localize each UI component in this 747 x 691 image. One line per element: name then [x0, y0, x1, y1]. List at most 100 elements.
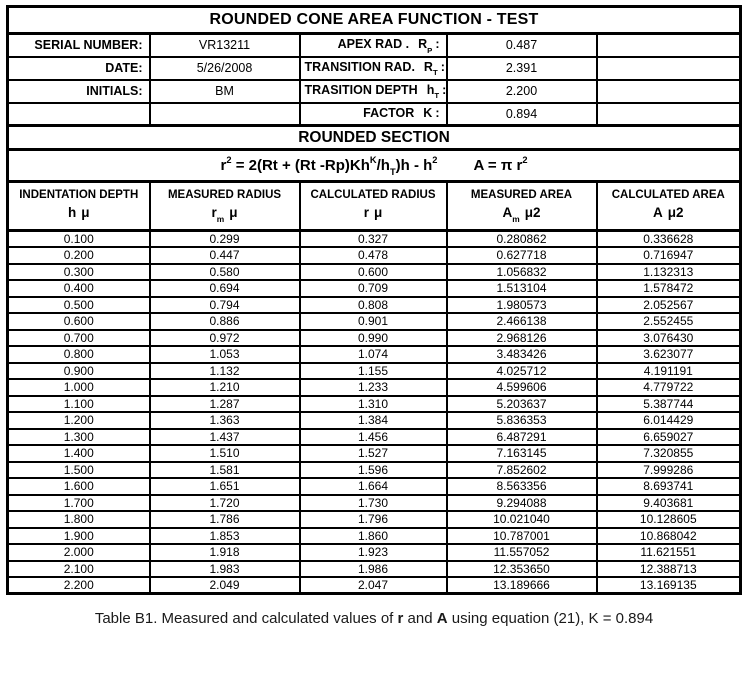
cell: 2.968126: [445, 328, 598, 347]
initials-label: INITIALS:: [6, 78, 151, 104]
cell: 1.500: [6, 460, 151, 479]
empty-cell: [595, 101, 742, 127]
cell: 9.294088: [445, 493, 598, 512]
table-row: 1.200 1.363 1.384 5.836353 6.014429: [6, 411, 742, 430]
cell: 1.986: [298, 559, 448, 578]
cell: 1.132313: [595, 262, 742, 281]
cell: 8.693741: [595, 477, 742, 496]
cell: 0.694: [148, 279, 301, 298]
table-row: 0.200 0.447 0.478 0.627718 0.716947: [6, 246, 742, 265]
cell: 1.132: [148, 361, 301, 380]
cell: 2.200: [6, 576, 151, 595]
factor-text: FACTOR: [363, 105, 415, 120]
table-caption: Table B1. Measured and calculated values…: [94, 610, 654, 627]
cell: 4.191191: [595, 361, 742, 380]
colon: :: [435, 105, 440, 120]
cell: 1.200: [6, 411, 151, 430]
cell: 1.983: [148, 559, 301, 578]
cell: 1.513104: [445, 279, 598, 298]
cell: 0.100: [6, 229, 151, 248]
cell: 2.000: [6, 543, 151, 562]
table-row: 1.100 1.287 1.310 5.203637 5.387744: [6, 394, 742, 413]
cell: 2.052567: [595, 295, 742, 314]
data-rows: 0.100 0.299 0.327 0.280862 0.336628 0.200 0.44…: [6, 229, 742, 595]
cell: 12.353650: [445, 559, 598, 578]
transition-depth-label: TRASITION DEPTH hT:: [298, 78, 448, 104]
cell: 1.853: [148, 526, 301, 545]
cell: 0.400: [6, 279, 151, 298]
info-row-date: DATE: 5/26/2008 TRANSITION RAD. RT: 2.391: [6, 55, 742, 81]
equation: r2 = 2(Rt + (Rt -Rp)KhK/hT)h - h2 A = π r…: [6, 148, 742, 183]
info-row-serial: SERIAL NUMBER: VR13211 APEX RAD . RP: 0.4…: [6, 32, 742, 58]
cell: 0.709: [298, 279, 448, 298]
table-row: 0.700 0.972 0.990 2.968126 3.076430: [6, 328, 742, 347]
cell: 6.659027: [595, 427, 742, 446]
cell: 0.327: [298, 229, 448, 248]
transition-depth-value: 2.200: [445, 78, 598, 104]
cell: 2.552455: [595, 312, 742, 331]
cell: 1.860: [298, 526, 448, 545]
cell: 7.163145: [445, 444, 598, 463]
table-row: 1.400 1.510 1.527 7.163145 7.320855: [6, 444, 742, 463]
cell: 4.599606: [445, 378, 598, 397]
colon: :: [442, 82, 447, 97]
table-row: 0.500 0.794 0.808 1.980573 2.052567: [6, 295, 742, 314]
col-header-measured-area: MEASURED AREA Am μ2: [445, 180, 598, 232]
transition-rad-symbol: RT: [423, 59, 438, 78]
table-row: 2.200 2.049 2.047 13.189666 13.169135: [6, 576, 742, 595]
cell: 4.025712: [445, 361, 598, 380]
cell: 0.280862: [445, 229, 598, 248]
cell: 2.047: [298, 576, 448, 595]
cell: 1.310: [298, 394, 448, 413]
cell: 1.210: [148, 378, 301, 397]
table-row: 0.900 1.132 1.155 4.025712 4.191191: [6, 361, 742, 380]
cell: 0.808: [298, 295, 448, 314]
cell: 5.836353: [445, 411, 598, 430]
cell: 7.999286: [595, 460, 742, 479]
table-row: 0.400 0.694 0.709 1.513104 1.578472: [6, 279, 742, 298]
cell: 10.128605: [595, 510, 742, 529]
cell: 1.233: [298, 378, 448, 397]
formula-row: r2 = 2(Rt + (Rt -Rp)KhK/hT)h - h2 A = π r…: [6, 148, 742, 183]
cell: 1.056832: [445, 262, 598, 281]
table-row: 2.000 1.918 1.923 11.557052 11.621551: [6, 543, 742, 562]
table-row: 0.800 1.053 1.074 3.483426 3.623077: [6, 345, 742, 364]
empty-cell: [595, 55, 742, 81]
cell: 0.600: [298, 262, 448, 281]
cell: 1.980573: [445, 295, 598, 314]
cell: 0.300: [6, 262, 151, 281]
cell: 13.189666: [445, 576, 598, 595]
col-header-measured-radius: MEASURED RADIUS rm μ: [148, 180, 301, 232]
cell: 1.527: [298, 444, 448, 463]
cell: 1.437: [148, 427, 301, 446]
cell: 12.388713: [595, 559, 742, 578]
cell: 8.563356: [445, 477, 598, 496]
cell: 0.580: [148, 262, 301, 281]
table-row: 2.100 1.983 1.986 12.353650 12.388713: [6, 559, 742, 578]
cell: 0.447: [148, 246, 301, 265]
date-label: DATE:: [6, 55, 151, 81]
cell: 5.387744: [595, 394, 742, 413]
cell: 2.049: [148, 576, 301, 595]
cell: 0.972: [148, 328, 301, 347]
cell: 9.403681: [595, 493, 742, 512]
cell: 1.363: [148, 411, 301, 430]
apex-rad-value: 0.487: [445, 32, 598, 58]
table-row: 0.600 0.886 0.901 2.466138 2.552455: [6, 312, 742, 331]
cell: 1.786: [148, 510, 301, 529]
cell: 1.923: [298, 543, 448, 562]
cell: 11.557052: [445, 543, 598, 562]
cell: 1.720: [148, 493, 301, 512]
cell: 1.400: [6, 444, 151, 463]
cell: 1.456: [298, 427, 448, 446]
serial-number-label: SERIAL NUMBER:: [6, 32, 151, 58]
transition-rad-value: 2.391: [445, 55, 598, 81]
cell: 1.796: [298, 510, 448, 529]
info-row-initials: INITIALS: BM TRASITION DEPTH hT: 2.200: [6, 78, 742, 104]
empty-value: [148, 101, 301, 127]
table-row: 1.800 1.786 1.796 10.021040 10.128605: [6, 510, 742, 529]
cell: 4.779722: [595, 378, 742, 397]
cell: 0.901: [298, 312, 448, 331]
empty-label: [6, 101, 151, 127]
